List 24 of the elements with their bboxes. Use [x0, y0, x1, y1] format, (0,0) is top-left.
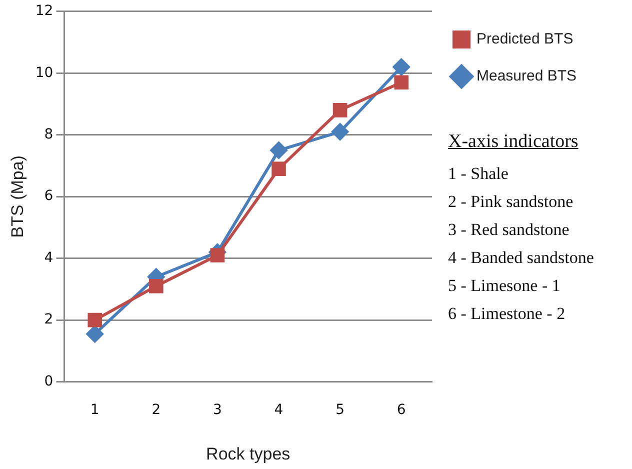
text: 6 - Limestone - 2	[448, 303, 566, 325]
text: X-axis indicators	[448, 130, 580, 154]
text: 5 - Limesone - 1	[448, 275, 562, 297]
y-tick-label: 6	[44, 188, 54, 204]
y-tick-label: 4	[44, 250, 54, 266]
y-tick-label: 0	[44, 373, 54, 390]
legend-label: Measured BTS	[476, 68, 577, 85]
x-tick-label: 5	[336, 402, 345, 418]
legend-label: Predicted BTS	[476, 30, 574, 48]
text: 1 - Shale	[448, 163, 510, 185]
x-axis-title: Rock types	[206, 444, 290, 464]
y-tick-label: 10	[35, 64, 54, 81]
y-tick-label: 12	[35, 3, 54, 20]
text: 4 - Banded sandstone	[448, 247, 594, 269]
y-axis-title: BTS (Mpa)	[8, 156, 27, 238]
text: 2 - Pink sandstone	[448, 191, 574, 213]
x-tick-label: 2	[152, 402, 161, 418]
y-tick-label: 2	[44, 312, 54, 328]
y-tick-label: 8	[44, 126, 54, 143]
x-tick-label: 6	[396, 402, 406, 418]
x-tick-label: 1	[90, 402, 100, 418]
text: 3 - Red sandstone	[448, 219, 570, 241]
x-tick-label: 4	[274, 402, 284, 418]
x-tick-label: 3	[212, 402, 222, 418]
